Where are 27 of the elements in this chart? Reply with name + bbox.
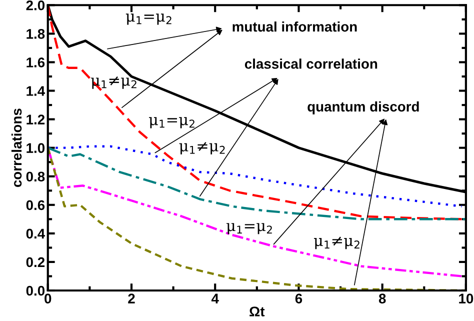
y-tick-label: 0.8	[26, 172, 45, 182]
annotation: μ$_{1}$≠μ$_{2}$	[179, 142, 225, 154]
y-tick-label: 0.6	[26, 200, 45, 210]
x-tick-label: 10	[459, 294, 474, 304]
y-tick-label: 0.0	[26, 286, 45, 296]
annotation: μ$_{1}$=μ$_{2}$	[126, 14, 172, 25]
y-tick-label: 1.4	[26, 86, 46, 96]
y-axis-title: correlations	[11, 108, 22, 188]
y-tick-label: 2.0	[26, 0, 45, 10]
x-tick-label: 0	[44, 294, 52, 304]
annotation: μ$_{1}$=μ$_{2}$	[149, 117, 194, 128]
y-tick-label: 0.4	[26, 228, 46, 239]
annotation: quantum discord	[308, 101, 419, 114]
annotation: mutual information	[232, 21, 357, 32]
x-tick-label: 6	[295, 294, 302, 304]
y-tick-label: 1.2	[26, 114, 45, 124]
y-tick-label: 1.0	[26, 143, 45, 153]
annotation: μ$_{1}$=μ$_{2}$	[226, 223, 272, 234]
x-axis-title: Ωt	[250, 306, 265, 316]
annotation: μ$_{1}$≠μ$_{2}$	[314, 236, 360, 250]
y-tick-label: 1.8	[26, 29, 45, 39]
annotation: classical correlation	[244, 58, 378, 69]
x-tick-label: 4	[211, 294, 219, 304]
x-tick-label: 2	[128, 294, 135, 304]
y-tick-label: 1.6	[26, 58, 45, 68]
y-tick-label: 0.2	[26, 257, 45, 268]
x-tick-label: 8	[378, 294, 386, 304]
